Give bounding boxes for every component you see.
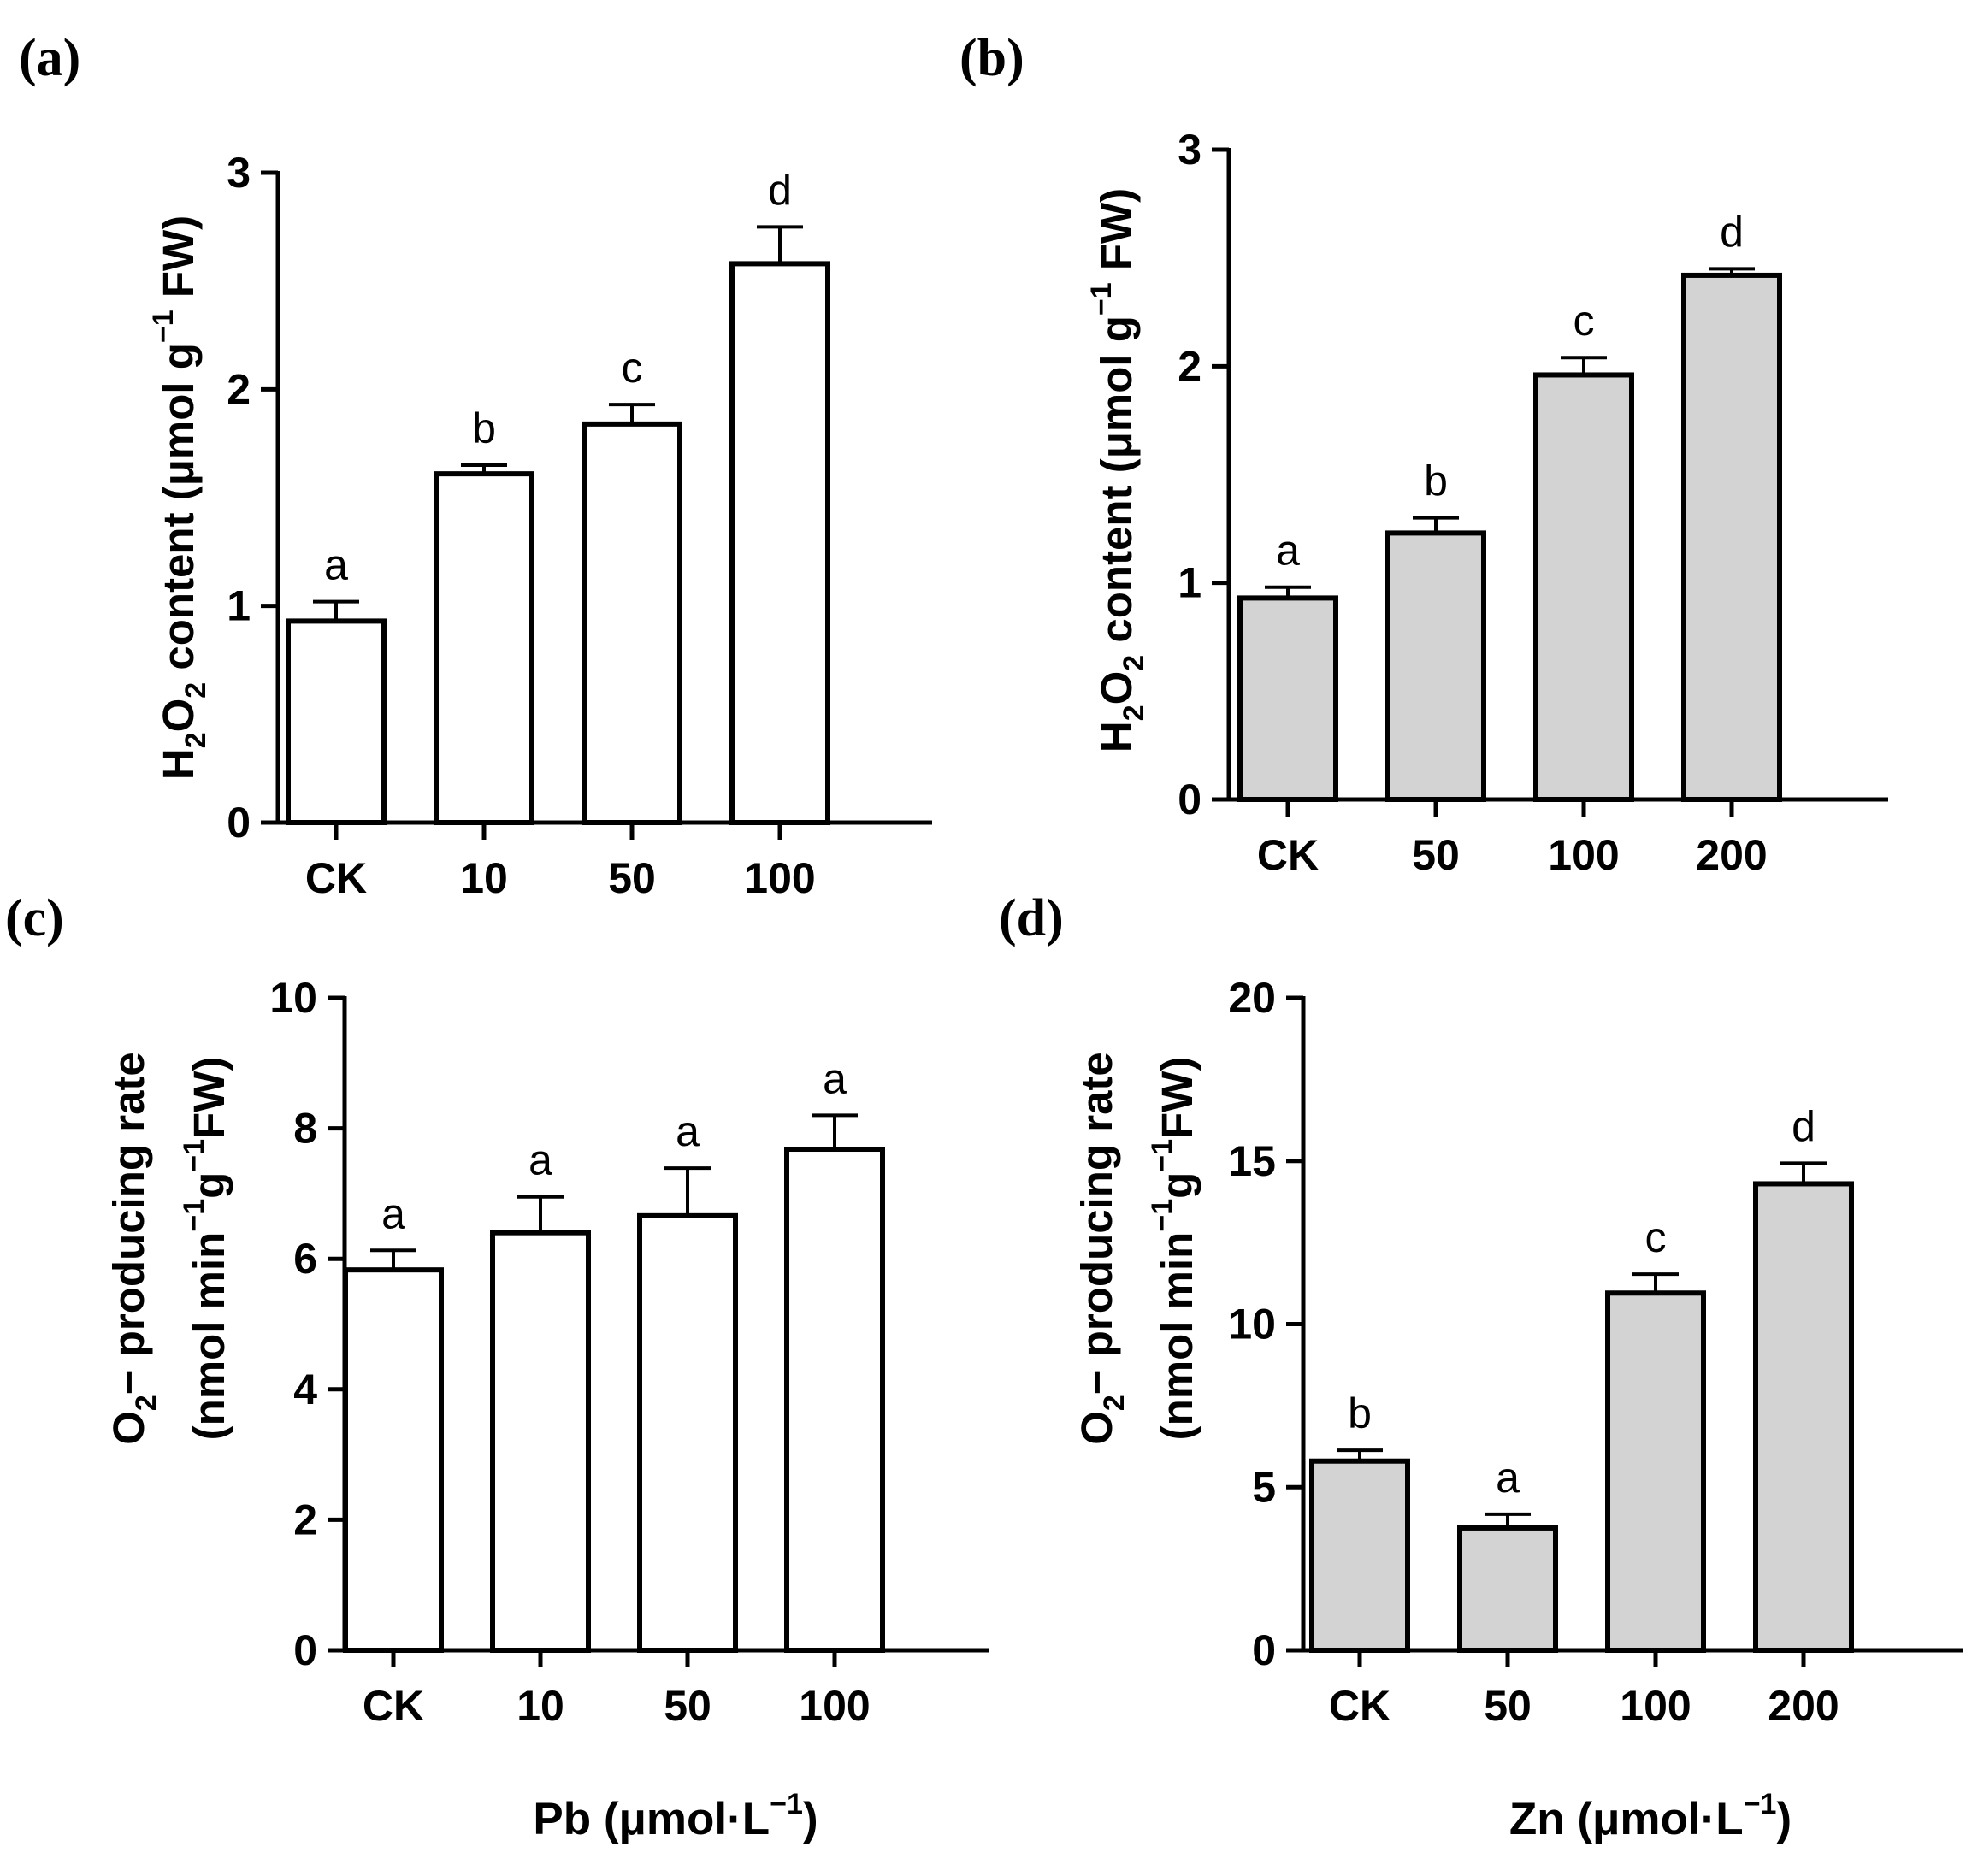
panel-c-y-axis-label-line1: O2− producing rate xyxy=(104,1052,162,1445)
panel-b-label: (b) xyxy=(959,29,1024,87)
panel-a-bar xyxy=(434,471,534,826)
panel-b-x-tick-label: CK xyxy=(1257,831,1319,879)
panel-b-bar xyxy=(1385,530,1486,803)
panel-d-bar xyxy=(1605,1290,1706,1653)
panel-a-significance-label: d xyxy=(768,166,792,214)
panel-a-x-tick-label: 50 xyxy=(608,854,656,902)
panel-b-y-tick-label: 0 xyxy=(1178,776,1201,823)
panel-d-x-tick-label: 50 xyxy=(1484,1682,1532,1730)
panel-a-y-tick-label: 2 xyxy=(227,365,251,413)
panel-c-y-axis-label-line2: (nmol min−1g−1FW) xyxy=(178,1057,233,1441)
panel-c-y-tick-label: 4 xyxy=(293,1366,317,1413)
panel-c-y-tick-label: 8 xyxy=(293,1105,317,1153)
panel-b-x-tick-label: 100 xyxy=(1548,831,1619,879)
panel-a-significance-label: c xyxy=(622,344,643,392)
panel-c-bar xyxy=(490,1230,591,1654)
panel-b-bar xyxy=(1237,595,1338,803)
panel-d: (d) O2− producing rate (nmol min−1g−1FW)… xyxy=(999,889,1963,1844)
panel-c-label: (c) xyxy=(5,889,64,947)
panel-a-significance-label: b xyxy=(472,404,496,452)
panel-b-x-tick-label: 50 xyxy=(1412,831,1460,879)
panel-d-y-tick-label: 10 xyxy=(1228,1301,1276,1348)
panel-d-y-tick-label: 0 xyxy=(1252,1626,1276,1674)
panel-c-plot-area: a CK a 10 a 50 a 100 0 2 4 6 8 10 xyxy=(269,974,989,1730)
panel-d-y-axis-label-line2: (nmol min−1g−1FW) xyxy=(1146,1057,1201,1441)
panel-c-y-tick-label: 2 xyxy=(293,1495,317,1543)
panel-d-label: (d) xyxy=(999,889,1064,947)
panel-b: (b) H2O2 content (μmol g−1 FW) aCKb50c10… xyxy=(959,29,1888,879)
panel-d-y-tick-label: 5 xyxy=(1252,1463,1276,1511)
panel-b-significance-label: d xyxy=(1720,208,1744,256)
panel-c-bar xyxy=(784,1147,885,1653)
panel-a-y-tick-label: 3 xyxy=(227,149,251,197)
panel-a-y-tick-label: 1 xyxy=(227,582,251,630)
panel-c-significance-label: a xyxy=(823,1054,847,1102)
panel-d-x-tick-label: CK xyxy=(1329,1682,1390,1730)
panel-b-plot-area: a CK b 50 c 100 d 200 0 1 2 3 xyxy=(1178,126,1888,879)
panel-d-bar xyxy=(1309,1458,1410,1653)
panel-d-plot-area: b CK a 50 c 100 d 200 0 5 10 15 20 xyxy=(1228,974,1963,1730)
panel-c-y-tick-label: 6 xyxy=(293,1235,317,1283)
panel-d-x-tick-label: 200 xyxy=(1768,1682,1839,1730)
panel-a-y-tick-label: 0 xyxy=(227,799,251,847)
panel-c-bar xyxy=(343,1267,444,1654)
panel-d-y-axis-label-line1: O2− producing rate xyxy=(1072,1052,1131,1445)
panel-a-plot-area: a CK b 10 c 50 d 100 0 1 2 3 xyxy=(227,149,932,902)
panel-b-significance-label: b xyxy=(1424,457,1448,505)
panel-b-x-tick-label: 200 xyxy=(1696,831,1767,879)
panel-b-y-tick-label: 1 xyxy=(1178,559,1201,607)
panel-c-significance-label: a xyxy=(676,1107,700,1155)
panel-b-y-tick-label: 2 xyxy=(1178,342,1201,390)
panel-c-x-tick-label: CK xyxy=(363,1682,424,1730)
panel-a-bar xyxy=(729,261,830,825)
panel-a-x-tick-label: 100 xyxy=(744,854,815,902)
panel-a-x-tick-label: 10 xyxy=(460,854,508,902)
panel-b-bar xyxy=(1533,372,1634,802)
panel-a: (a) H2O2 content (μmol g−1 FW) aCKb10c50… xyxy=(19,29,932,902)
panel-b-significance-label: c xyxy=(1573,297,1595,345)
panel-d-significance-label: a xyxy=(1496,1454,1520,1501)
panel-d-significance-label: d xyxy=(1792,1102,1815,1150)
panel-a-bar xyxy=(582,421,682,825)
panel-c-x-tick-label: 10 xyxy=(517,1682,564,1730)
panel-d-significance-label: b xyxy=(1348,1389,1372,1437)
panel-c-bar xyxy=(637,1212,738,1654)
panel-d-bar xyxy=(1457,1525,1558,1653)
panel-c-significance-label: a xyxy=(381,1189,405,1237)
panel-a-x-tick-label: CK xyxy=(305,854,367,902)
panel-d-y-tick-label: 20 xyxy=(1228,974,1276,1022)
panel-b-y-axis-label: H2O2 content (μmol g−1 FW) xyxy=(1085,188,1150,752)
panel-a-significance-label: a xyxy=(324,541,348,589)
panel-d-x-tick-label: 100 xyxy=(1620,1682,1691,1730)
panel-c: (c) O2− producing rate (nmol min−1g−1FW)… xyxy=(5,889,989,1844)
panel-a-y-axis-label: H2O2 content (μmol g−1 FW) xyxy=(147,215,212,780)
panel-b-bar xyxy=(1681,272,1782,802)
panel-c-x-axis-label: Pb (μmol·L−1) xyxy=(533,1788,818,1844)
panel-c-significance-label: a xyxy=(528,1136,552,1184)
panel-d-y-tick-label: 15 xyxy=(1228,1137,1276,1185)
panel-a-label: (a) xyxy=(19,29,80,87)
panel-c-x-tick-label: 50 xyxy=(664,1682,711,1730)
panel-d-bar xyxy=(1753,1181,1854,1653)
panel-a-bar xyxy=(286,618,387,826)
panel-c-y-tick-label: 0 xyxy=(293,1626,317,1674)
panel-c-y-tick-label: 10 xyxy=(269,974,317,1022)
panel-b-significance-label: a xyxy=(1276,527,1300,575)
panel-d-x-axis-label: Zn (μmol·L−1) xyxy=(1509,1788,1792,1844)
panel-c-x-tick-label: 100 xyxy=(799,1682,870,1730)
panel-d-significance-label: c xyxy=(1645,1213,1667,1261)
panel-b-y-tick-label: 3 xyxy=(1178,126,1201,174)
